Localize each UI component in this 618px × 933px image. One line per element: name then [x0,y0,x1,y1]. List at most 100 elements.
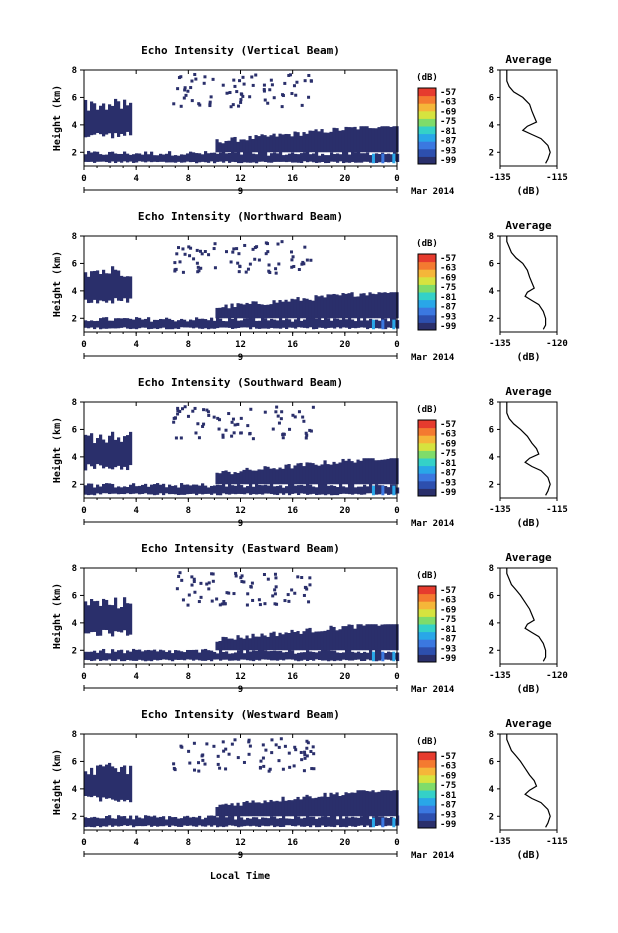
echo-cell [129,765,133,803]
echo-cell [330,320,334,328]
colorbar-unit: (dB) [416,737,438,747]
echo-cell [239,637,243,651]
echo-cell [189,319,193,328]
echo-speckle [308,583,312,587]
echo-speckle [266,101,270,105]
echo-cell [84,99,88,138]
panel-title: Echo Intensity (Northward Beam) [138,210,343,223]
echo-cell [123,276,127,299]
average-x-tick-label: -135 [489,339,511,349]
echo-speckle [236,756,240,760]
echo-speckle [293,415,297,419]
echo-speckle [205,582,209,586]
x-tick-label: 12 [235,838,246,848]
echo-cell [380,459,384,485]
echo-cell [87,651,91,661]
echo-speckle [178,410,182,414]
echo-cell [302,298,306,319]
echo-cell [351,816,355,827]
echo-cell [351,319,355,328]
echo-cell [302,796,306,817]
echo-speckle [174,267,178,271]
echo-cell [210,317,214,329]
echo-speckle [293,745,297,749]
echo-speckle [221,433,225,437]
echo-cell [309,816,313,828]
echo-cell [272,801,276,817]
echo-cell [272,300,276,319]
echo-cell [96,600,100,636]
echo-cell [123,318,127,328]
echo-speckle [251,247,255,251]
echo-cell [341,293,345,319]
echo-cell [225,486,229,495]
colorbar-tick-label: -93 [440,146,456,156]
echo-cell [168,484,172,495]
average-title: Average [505,385,552,398]
echo-cell [135,317,139,330]
x-tick-label: 0 [81,506,86,516]
echo-cell [219,649,223,661]
x-tick-label: 0 [81,838,86,848]
colorbar-swatch [418,314,436,323]
echo-cell [377,625,381,651]
echo-cell [320,129,324,153]
echo-speckle [239,98,243,102]
echo-cell [353,462,357,485]
echo-speckle [213,242,217,246]
echo-cell [189,151,193,163]
echo-cell [359,293,363,319]
echo-cell [186,484,190,495]
average-x-label: (dB) [516,186,540,197]
echo-cell [144,151,148,163]
echo-cell [153,484,157,496]
echo-streak [381,651,385,662]
echo-speckle [274,576,278,580]
echo-speckle [196,422,200,426]
echo-cell [321,320,325,328]
echo-cell [108,273,112,301]
y-tick-label: 8 [72,730,77,740]
echo-cell [248,135,252,153]
x-tick-label: 0 [394,340,399,350]
echo-cell [84,272,88,300]
echo-speckle [297,268,301,272]
echo-cell [342,652,346,660]
echo-cell [240,154,244,164]
x-tick-label: 8 [186,174,191,184]
echo-speckle [305,433,309,437]
echo-cell [224,637,228,651]
colorbar-swatch [418,608,436,617]
echo-cell [332,127,336,153]
echo-speckle [273,588,277,592]
echo-cell [317,131,321,153]
echo-cell [221,804,225,817]
echo-cell [293,131,297,153]
colorbar-swatch [418,654,436,663]
echo-cell [273,816,277,828]
echo-cell [236,802,240,817]
echo-speckle [201,424,205,428]
echo-cell [323,460,327,485]
echo-cell [329,294,333,319]
echo-cell [260,469,264,485]
echo-cell [299,462,303,485]
echo-cell [201,154,205,162]
echo-cell [332,626,336,651]
echo-speckle [303,753,307,757]
echo-cell [195,817,199,827]
echo-speckle [239,576,243,580]
x-tick-label: 0 [394,838,399,848]
echo-cell [342,818,346,827]
echo-cell [138,649,142,660]
echo-cell [215,139,219,153]
echo-cell [327,817,331,827]
echo-speckle [231,250,235,254]
colorbar-tick-label: -75 [440,449,456,459]
echo-cell [323,630,327,651]
echo-cell [213,320,217,329]
echo-cell [231,318,235,329]
echo-cell [99,764,103,802]
echo-cell [333,154,337,162]
echo-cell [147,154,151,162]
